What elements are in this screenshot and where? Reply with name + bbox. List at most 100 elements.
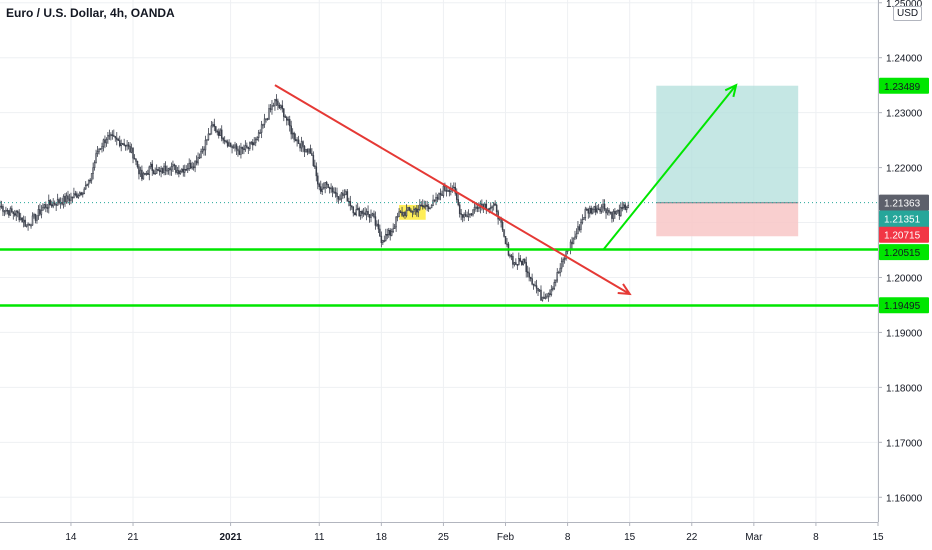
candle-down bbox=[342, 192, 344, 196]
candle-down bbox=[466, 215, 468, 218]
candle-down bbox=[461, 214, 464, 218]
candle-down bbox=[510, 255, 513, 258]
candle-down bbox=[353, 212, 356, 216]
time-axis[interactable]: 14 21 2021 11 18 25 Feb 8 15 22 Mar 8 15 bbox=[0, 522, 932, 550]
time-tick-label: 8 bbox=[813, 532, 819, 543]
candle-up bbox=[232, 146, 235, 149]
candle-down bbox=[506, 243, 508, 246]
candle-down bbox=[11, 208, 13, 212]
candle-up bbox=[27, 223, 29, 226]
candle-up bbox=[107, 135, 109, 140]
candle-up bbox=[538, 289, 541, 292]
candle-up bbox=[268, 108, 270, 120]
trendline-arrow bbox=[274, 84, 631, 295]
candle-down bbox=[173, 164, 176, 166]
candle-down bbox=[427, 206, 430, 210]
candle-down bbox=[161, 168, 164, 174]
candle-down bbox=[152, 170, 155, 174]
candle-down bbox=[251, 141, 254, 146]
candle-down bbox=[516, 264, 519, 266]
candle-down bbox=[6, 209, 9, 212]
candle-down bbox=[89, 179, 91, 182]
candle-down bbox=[349, 201, 352, 207]
candle-down bbox=[614, 211, 616, 215]
price-tick-label: 1.22000 bbox=[886, 164, 923, 175]
candle-down bbox=[464, 214, 467, 217]
candle-down bbox=[136, 161, 139, 168]
candle-up bbox=[489, 207, 492, 209]
candle-down bbox=[285, 117, 288, 121]
candle-up bbox=[219, 129, 221, 136]
candle-down bbox=[420, 204, 423, 207]
price-tick-label: 1.20000 bbox=[886, 273, 923, 284]
candle-down bbox=[408, 207, 411, 211]
candle-up bbox=[37, 209, 40, 217]
candle-down bbox=[284, 116, 287, 118]
candle-down bbox=[28, 223, 31, 226]
candle-up bbox=[560, 260, 563, 269]
candle-down bbox=[368, 214, 371, 218]
candle-down bbox=[521, 260, 523, 265]
candle-down bbox=[151, 163, 154, 171]
candle-up bbox=[383, 240, 386, 242]
candle-down bbox=[231, 145, 233, 148]
candle-down bbox=[192, 166, 195, 169]
price-label-bg bbox=[879, 77, 929, 94]
candle-up bbox=[581, 219, 584, 223]
currency-button[interactable]: USD bbox=[893, 6, 923, 21]
candle-up bbox=[390, 231, 393, 236]
candle-down bbox=[281, 105, 284, 110]
candle-up bbox=[522, 259, 525, 265]
candle-up bbox=[73, 193, 75, 199]
candle-down bbox=[309, 148, 312, 154]
candle-up bbox=[606, 209, 609, 214]
candle-down bbox=[318, 183, 321, 187]
candle-up bbox=[200, 150, 202, 158]
chart-title: Euro / U.S. Dollar, 4h, OANDA bbox=[6, 6, 175, 20]
candle-down bbox=[597, 208, 600, 211]
candle-down bbox=[503, 229, 505, 237]
candle-down bbox=[293, 132, 295, 140]
candle-up bbox=[93, 162, 96, 168]
candle-up bbox=[99, 148, 102, 150]
candle-down bbox=[216, 130, 219, 133]
candle-up bbox=[79, 192, 81, 196]
candle-down bbox=[46, 207, 49, 209]
candle-up bbox=[615, 210, 618, 215]
candle-down bbox=[12, 211, 15, 215]
candle-up bbox=[110, 134, 112, 136]
candle-up bbox=[340, 192, 343, 200]
candle-down bbox=[213, 124, 216, 127]
candle-up bbox=[382, 240, 384, 243]
candle-up bbox=[102, 139, 105, 147]
candle-up bbox=[105, 139, 108, 144]
candle-up bbox=[240, 146, 242, 155]
candle-up bbox=[419, 204, 421, 210]
candle-down bbox=[111, 134, 114, 136]
candle-up bbox=[555, 279, 557, 283]
candle-down bbox=[16, 211, 19, 214]
candle-down bbox=[367, 211, 369, 215]
candle-up bbox=[184, 169, 186, 173]
candle-down bbox=[399, 211, 402, 214]
price-label: 1.20715 bbox=[884, 231, 921, 242]
candle-down bbox=[379, 228, 381, 237]
candle-up bbox=[262, 123, 264, 126]
candle-down bbox=[448, 190, 451, 192]
price-label-bg bbox=[879, 194, 929, 211]
candle-up bbox=[160, 168, 162, 172]
candle-up bbox=[356, 208, 359, 210]
candle-down bbox=[433, 199, 436, 202]
candle-down bbox=[549, 293, 551, 295]
candle-down bbox=[18, 212, 20, 221]
price-tick-label: 1.17000 bbox=[886, 438, 923, 449]
candle-up bbox=[212, 124, 214, 127]
candle-down bbox=[169, 168, 171, 171]
candle-down bbox=[117, 139, 120, 141]
candle-up bbox=[31, 215, 34, 226]
candle-up bbox=[559, 267, 561, 273]
candle-up bbox=[575, 233, 578, 238]
candle-up bbox=[345, 191, 347, 195]
candle-down bbox=[178, 170, 180, 175]
